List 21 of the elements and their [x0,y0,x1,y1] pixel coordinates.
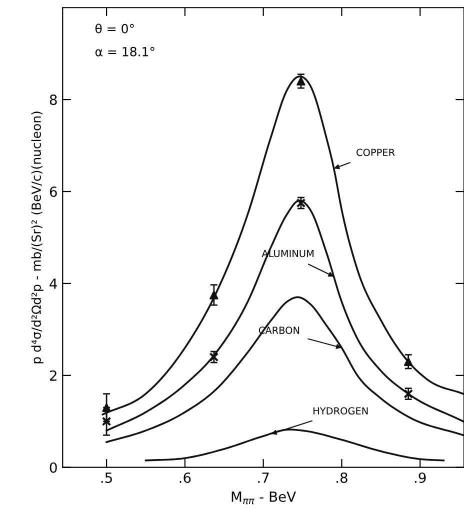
text: COPPER [356,148,395,156]
y-tick-label: 6 [50,186,57,197]
series-label: HYDROGEN [314,407,368,415]
y-axis-title: p d⁴σ/d²Ωd²p - mb/(Sr)² (BeV/c)(nucleon) [31,112,44,364]
y-tick-label: 8 [50,94,57,106]
point [404,357,413,366]
point [102,403,111,412]
x-tick-label: .5 [101,472,112,483]
point [102,416,112,426]
point [296,76,306,86]
annotation: θ = 0° [95,24,134,34]
y-tick-label: 4 [50,278,57,289]
y-tick-label: 2 [50,370,56,381]
x-axis-title: M$_{ππ}$ - BeV [232,492,296,504]
point [210,290,218,300]
annotation: α = 18.1° [95,46,154,56]
x-tick-label: .8 [336,472,348,483]
x-tick-label: .6 [180,472,191,483]
x-tick-label: .7 [258,472,269,483]
y-tick-label: 0 [50,462,57,473]
x-tick-label: .9 [414,472,426,483]
